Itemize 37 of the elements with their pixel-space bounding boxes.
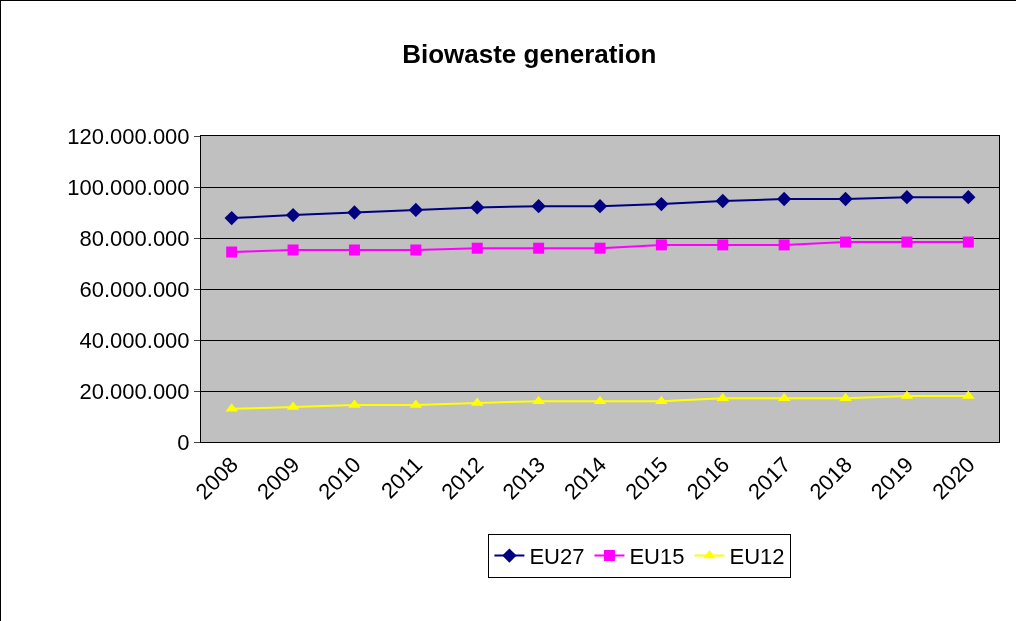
point [654,196,669,212]
y-tick-label: 80.000.000 [79,225,190,251]
point [961,190,976,205]
point [778,239,790,251]
point [226,246,238,258]
point [594,242,606,254]
legend-label: EU15 [629,544,685,570]
point [655,239,667,251]
point [224,210,239,226]
point [347,205,362,220]
point [899,190,915,205]
point [840,236,852,248]
y-tick-label: 20.000.000 [79,378,190,404]
legend-label: EU27 [529,544,585,570]
point [592,198,608,214]
point [410,244,422,256]
point [470,200,485,215]
y-tick-label: 60.000.000 [79,276,190,302]
point [777,191,792,207]
point [717,239,729,251]
y-tick-label: 0 [177,429,190,455]
point [715,193,730,209]
point [285,207,301,223]
point [408,202,423,218]
chart-title: Biowaste generation [402,38,657,69]
point [471,242,483,254]
y-tick-label: 100.000.000 [67,174,190,200]
point [287,244,299,256]
point [838,191,853,207]
y-tick-label: 120.000.000 [67,123,190,149]
point [901,236,913,248]
point [531,198,546,214]
point [533,242,545,254]
legend-label: EU12 [729,544,785,570]
point [348,244,360,256]
y-tick-label: 40.000.000 [79,327,190,353]
point [962,236,974,248]
